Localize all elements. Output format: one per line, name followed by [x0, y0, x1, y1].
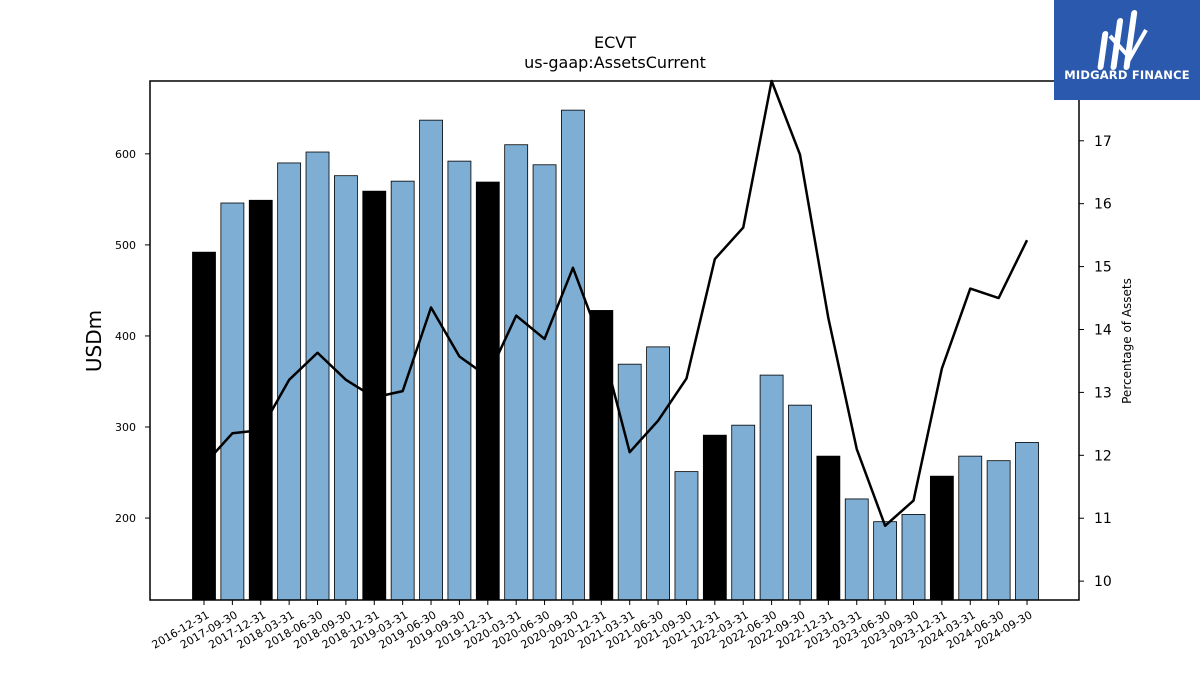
bar-2019-06-30 [419, 119, 443, 601]
y2-tick-label: 17 [1094, 134, 1112, 150]
y-tick-label: 300 [115, 421, 136, 434]
bar-2017-12-31 [248, 199, 273, 601]
y2-axis-label: Percentage of Assets [1120, 278, 1134, 404]
y-axis-label: USDm [82, 310, 106, 372]
y-tick-label: 400 [115, 330, 136, 343]
bar-2022-03-31 [731, 424, 756, 601]
bar-2020-03-31 [504, 144, 529, 601]
midgard-finance-logo: MIDGARD FINANCE [1054, 0, 1200, 100]
logo-text: MIDGARD FINANCE [1064, 68, 1190, 82]
bar-2022-06-30 [759, 374, 784, 601]
bar-2020-12-31 [589, 310, 614, 601]
bar-2023-09-30 [901, 514, 926, 601]
bar-2019-12-31 [475, 181, 500, 601]
bar-2024-03-31 [958, 455, 983, 601]
bar-2024-06-30 [986, 460, 1011, 601]
left-y-axis: 200 300 400 500 600 [115, 148, 150, 525]
y2-tick-label: 15 [1094, 260, 1112, 276]
right-y-axis: 10 11 12 13 14 15 16 17 [1079, 134, 1112, 590]
bar-series [192, 109, 1039, 601]
bar-2023-12-31 [929, 475, 954, 601]
y-tick-label: 200 [115, 512, 136, 525]
bar-2021-12-31 [702, 434, 727, 601]
bar-2016-12-31 [192, 251, 216, 601]
y2-tick-label: 14 [1094, 322, 1112, 338]
y2-tick-label: 16 [1094, 197, 1112, 213]
y-tick-label: 500 [115, 239, 136, 252]
y2-tick-label: 13 [1094, 385, 1112, 401]
bar-2021-03-31 [617, 363, 642, 601]
y2-tick-label: 10 [1094, 574, 1112, 590]
bar-2021-09-30 [674, 471, 699, 601]
bar-2021-06-30 [646, 346, 670, 601]
y2-tick-label: 11 [1094, 511, 1112, 527]
bar-2017-09-30 [220, 202, 245, 601]
bar-2018-09-30 [333, 175, 358, 601]
bar-2024-09-30 [1015, 442, 1039, 601]
percentage-line-series [203, 79, 1029, 528]
bar-2023-06-30 [873, 521, 898, 601]
chart-subtitle: us-gaap:AssetsCurrent [524, 53, 706, 72]
midgard-logo-icon [1097, 10, 1148, 70]
plot-frame [149, 80, 1080, 601]
bar-2019-09-30 [447, 160, 472, 601]
chart-title: ECVT [594, 33, 636, 52]
bar-2020-09-30 [561, 109, 585, 601]
bar-2023-03-31 [844, 498, 869, 601]
bar-2020-06-30 [532, 164, 557, 601]
y2-tick-label: 12 [1094, 448, 1112, 464]
x-axis: 2016-12-312017-09-302017-12-312018-03-31… [150, 600, 1035, 652]
bar-2022-09-30 [788, 404, 812, 601]
y-tick-label: 600 [115, 148, 136, 161]
bar-2022-12-31 [816, 455, 841, 601]
bar-2018-06-30 [305, 151, 330, 601]
percentage-line [203, 79, 1029, 528]
